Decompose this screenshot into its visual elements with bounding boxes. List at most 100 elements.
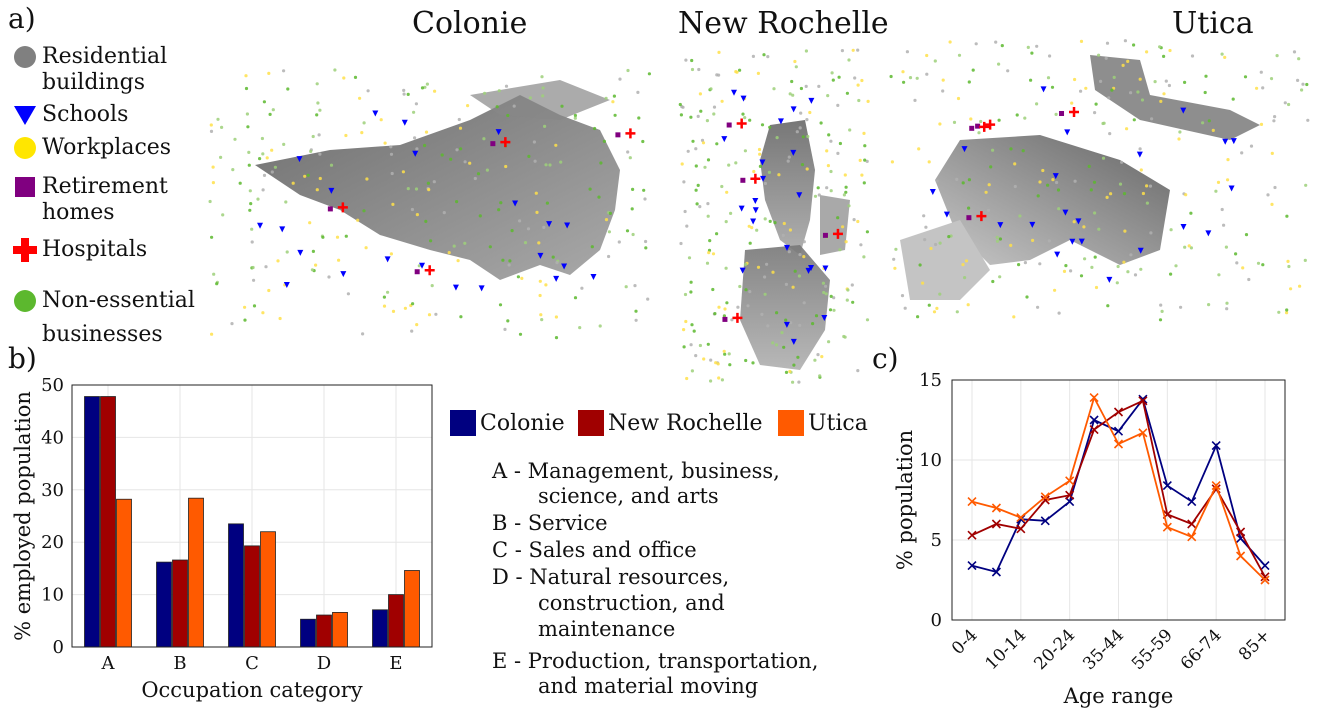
school-marker xyxy=(1180,107,1187,114)
map-dot xyxy=(699,109,703,113)
bar-x-tick-label: B xyxy=(173,653,186,674)
city-legend-new-rochelle: New Rochelle xyxy=(578,410,763,436)
map-dot xyxy=(862,181,866,185)
map-dot xyxy=(588,187,592,191)
map-dot xyxy=(798,323,802,327)
city-maps xyxy=(208,39,1310,384)
map-dot xyxy=(1026,45,1030,50)
map-dot xyxy=(625,229,630,233)
map-dot xyxy=(420,86,425,90)
map-dot xyxy=(1164,79,1168,83)
map-dot xyxy=(787,250,791,254)
map-dot xyxy=(1017,263,1021,267)
line-point-2-7 xyxy=(1138,428,1148,438)
map-dot xyxy=(941,78,945,82)
map-dot xyxy=(1062,269,1067,273)
hospital-marker xyxy=(500,137,511,148)
map-dot xyxy=(415,147,419,151)
map-dot xyxy=(209,123,213,127)
map-dot xyxy=(424,219,428,223)
map-dot xyxy=(1150,117,1154,121)
map-dot xyxy=(938,122,942,126)
map-dot xyxy=(636,90,640,94)
school-marker xyxy=(512,200,519,207)
map-dot xyxy=(507,263,511,267)
map-dot xyxy=(1158,318,1163,322)
line-point-2-11 xyxy=(1236,551,1246,561)
map-dot xyxy=(977,131,981,135)
map-dot xyxy=(889,74,893,79)
map-dot xyxy=(532,140,537,144)
hospital-marker xyxy=(337,202,348,213)
map-dot xyxy=(1047,239,1051,243)
map-dot xyxy=(642,188,646,192)
map-dot xyxy=(1105,41,1110,45)
map-dot xyxy=(1070,101,1074,105)
map-dot xyxy=(248,189,252,193)
map-dot xyxy=(843,173,847,177)
map-dot xyxy=(261,152,265,156)
school-marker xyxy=(1040,86,1047,93)
map-dot xyxy=(506,113,510,118)
map-dot xyxy=(646,297,650,301)
map-dot xyxy=(784,282,789,286)
map-dot xyxy=(858,158,862,162)
school-marker xyxy=(783,321,790,328)
map-title-colonie: Colonie xyxy=(412,6,528,41)
map-dot xyxy=(934,242,938,247)
map-dot xyxy=(828,308,833,312)
map-dot xyxy=(402,88,406,92)
map-dot xyxy=(781,233,785,237)
map-dot xyxy=(850,283,854,287)
line-y-tick-label: 15 xyxy=(919,370,942,391)
map-dot xyxy=(728,363,732,367)
map-dot xyxy=(410,329,414,333)
map-dot xyxy=(1183,80,1187,84)
map-dot xyxy=(1234,252,1238,256)
map-dot xyxy=(252,278,256,282)
school-marker xyxy=(790,149,797,156)
map-dot xyxy=(994,40,998,44)
map-dot xyxy=(913,98,917,102)
hospital-marker xyxy=(979,121,990,132)
map-dot xyxy=(208,199,212,204)
map-dot xyxy=(784,370,789,374)
map-dot xyxy=(717,50,721,55)
map-dot xyxy=(630,207,634,211)
bar-x-tick-label: D xyxy=(317,653,331,674)
map-dot xyxy=(1041,168,1045,173)
map-dot xyxy=(727,163,731,167)
map-dot xyxy=(1207,119,1211,123)
map-dot xyxy=(844,190,848,194)
map-dot xyxy=(542,225,546,229)
map-dot xyxy=(284,200,288,204)
map-dot xyxy=(637,116,641,120)
map-dot xyxy=(722,349,726,353)
map-dot xyxy=(389,252,393,256)
map-dot xyxy=(1149,231,1153,235)
bar-A-1 xyxy=(100,396,116,648)
map-dot xyxy=(611,100,615,104)
map-dot xyxy=(838,141,843,146)
map-dot xyxy=(271,108,275,112)
map-dot xyxy=(775,136,779,140)
map-dot xyxy=(705,261,710,265)
map-dot xyxy=(1031,238,1035,242)
retirement-marker xyxy=(327,206,333,212)
map-dot xyxy=(314,263,318,267)
map-dot xyxy=(796,355,800,359)
map-dot xyxy=(1101,156,1106,160)
map-dot xyxy=(819,121,823,125)
bar-y-axis-label: % employed population xyxy=(11,391,35,641)
school-marker xyxy=(929,189,936,196)
map-dot xyxy=(709,379,713,383)
map-dot xyxy=(771,270,775,274)
school-marker xyxy=(808,97,815,104)
school-marker xyxy=(821,315,828,322)
occupation-key-e-cont: and material moving xyxy=(538,674,759,698)
map-dot xyxy=(918,263,922,267)
map-dot xyxy=(426,181,430,185)
map-dot xyxy=(219,155,223,159)
map-dot xyxy=(554,336,559,340)
occupation-key-d: D - Natural resources, xyxy=(492,565,730,589)
